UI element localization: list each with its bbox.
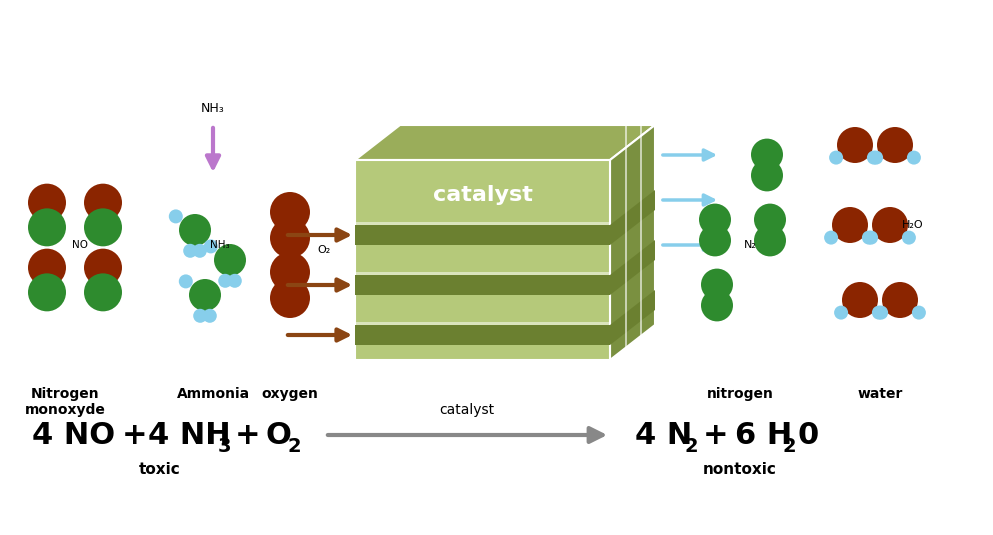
Circle shape [869,150,883,165]
Circle shape [28,184,66,221]
Bar [355,272,610,275]
Circle shape [193,244,207,258]
Polygon shape [355,160,610,360]
Circle shape [179,214,211,246]
Text: NH₃: NH₃ [202,102,224,115]
Text: 4 NH: 4 NH [148,421,230,449]
Text: 4 NO: 4 NO [32,421,115,449]
Circle shape [270,218,310,258]
Circle shape [28,208,66,246]
Text: 6 H: 6 H [735,421,792,449]
Bar [355,222,610,225]
Text: 0: 0 [798,421,819,449]
Circle shape [218,274,232,288]
Polygon shape [625,125,627,348]
Text: +: + [235,421,260,449]
Circle shape [862,231,876,244]
Text: 2: 2 [287,438,301,456]
Circle shape [751,159,783,192]
Circle shape [169,209,183,224]
Circle shape [84,208,122,246]
Circle shape [28,249,66,287]
Text: NO: NO [72,240,88,250]
Circle shape [270,192,310,232]
Polygon shape [610,290,655,345]
Bar [355,225,610,245]
Circle shape [270,252,310,292]
Polygon shape [610,125,655,360]
Bar [355,322,610,325]
Bar [355,275,610,295]
Text: 2: 2 [685,438,699,456]
Circle shape [28,273,66,311]
Text: Ammonia: Ammonia [177,387,249,401]
Text: +: + [122,421,148,449]
Text: oxygen: oxygen [261,387,319,401]
Polygon shape [355,125,655,160]
Polygon shape [610,240,655,295]
Circle shape [834,305,848,319]
Text: O: O [265,421,291,449]
Circle shape [189,279,221,311]
Text: toxic: toxic [139,462,181,478]
Circle shape [872,305,886,319]
Circle shape [882,282,918,318]
Text: 4 N: 4 N [635,421,692,449]
Text: water: water [857,387,903,401]
Polygon shape [640,125,642,337]
Text: catalyst: catalyst [433,185,532,205]
Text: 2: 2 [783,438,796,456]
Circle shape [837,127,873,163]
Circle shape [203,309,216,323]
Text: catalyst: catalyst [440,403,495,417]
Circle shape [194,309,208,323]
Text: H₂O: H₂O [902,220,923,230]
Bar [355,325,610,345]
Circle shape [751,139,783,171]
Circle shape [204,239,217,254]
Circle shape [701,269,733,301]
Text: nitrogen: nitrogen [707,387,774,401]
Circle shape [183,244,198,258]
Circle shape [842,282,878,318]
Polygon shape [610,190,655,245]
Circle shape [877,127,913,163]
Circle shape [824,231,838,244]
Circle shape [864,231,878,244]
Circle shape [912,305,925,319]
Text: 3: 3 [218,438,231,456]
Circle shape [270,278,310,318]
Text: Nitrogen
monoxyde: Nitrogen monoxyde [25,387,105,417]
Circle shape [754,204,786,235]
Circle shape [179,274,193,288]
Text: N₂: N₂ [744,240,757,250]
Text: nontoxic: nontoxic [703,462,777,478]
Circle shape [227,274,242,288]
Circle shape [867,150,881,165]
Circle shape [832,207,868,243]
Text: NH₃: NH₃ [211,240,229,250]
Circle shape [907,150,921,165]
Circle shape [699,204,731,235]
Circle shape [699,224,731,256]
Circle shape [902,231,916,244]
Circle shape [754,224,786,256]
Text: +: + [703,421,729,449]
Circle shape [872,207,908,243]
Circle shape [84,249,122,287]
Circle shape [701,289,733,322]
Circle shape [84,184,122,221]
Circle shape [214,244,246,276]
Circle shape [829,150,843,165]
Circle shape [874,305,888,319]
Circle shape [84,273,122,311]
Text: O₂: O₂ [317,245,331,255]
